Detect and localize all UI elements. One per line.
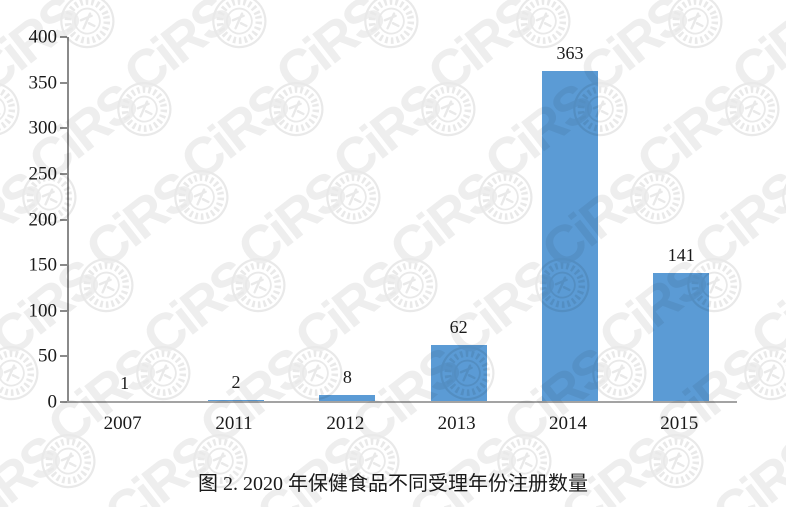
y-tick-label: 0 <box>47 391 58 413</box>
bar-2012 <box>319 395 376 402</box>
y-tick-mark <box>60 127 67 130</box>
y-tick-mark <box>60 81 67 84</box>
bar-value-label: 8 <box>342 367 352 387</box>
y-tick-mark <box>60 172 67 175</box>
y-tick-label: 250 <box>28 163 58 185</box>
x-axis-line <box>67 401 737 403</box>
y-tick-label: 50 <box>38 345 57 367</box>
bar-2014 <box>541 71 598 402</box>
bar-value-label: 1 <box>120 373 130 393</box>
x-category-label: 2013 <box>437 413 476 434</box>
bar-slot: 141 <box>626 37 737 402</box>
bars-container: 1 2 8 62 363 141 <box>69 37 737 402</box>
bar-slot: 62 <box>403 37 514 402</box>
y-tick-mark <box>60 218 67 221</box>
bar-2015 <box>653 273 710 402</box>
bar-slot: 2 <box>180 37 291 402</box>
y-tick-label: 200 <box>28 209 58 230</box>
y-tick-mark <box>60 309 67 312</box>
bar-slot: 8 <box>292 37 403 402</box>
y-axis-tick-labels: 0 50 100 150 200 250 300 350 400 <box>0 28 58 412</box>
y-tick-label: 300 <box>28 117 58 139</box>
chart-caption: 图 2. 2020 年保健食品不同受理年份注册数量 <box>198 473 588 495</box>
y-tick-label: 400 <box>28 26 58 48</box>
y-tick-mark <box>60 355 67 358</box>
bar-slot: 1 <box>69 37 180 402</box>
bar-value-label: 141 <box>667 245 695 265</box>
y-tick-label: 350 <box>28 72 58 94</box>
x-category-label: 2011 <box>215 413 253 434</box>
y-tick-label: 100 <box>28 300 58 322</box>
y-tick-mark <box>60 401 67 403</box>
x-axis-category-labels: 2007 2011 2012 2013 2014 2015 <box>67 413 735 436</box>
bar-value-label: 62 <box>449 317 468 337</box>
x-category-label: 2015 <box>660 413 699 434</box>
x-category-label: 2012 <box>326 413 365 434</box>
x-category-label: 2014 <box>548 413 587 434</box>
bar-value-label: 2 <box>231 372 241 392</box>
bar-value-label: 363 <box>556 43 584 63</box>
plot-area: 1 2 8 62 363 141 <box>60 36 737 403</box>
y-tick-label: 150 <box>28 254 58 276</box>
bar-slot: 363 <box>514 37 625 402</box>
y-tick-mark <box>60 36 67 38</box>
y-tick-mark <box>60 264 67 267</box>
bar-2013 <box>430 345 487 402</box>
x-category-label: 2007 <box>103 413 142 434</box>
